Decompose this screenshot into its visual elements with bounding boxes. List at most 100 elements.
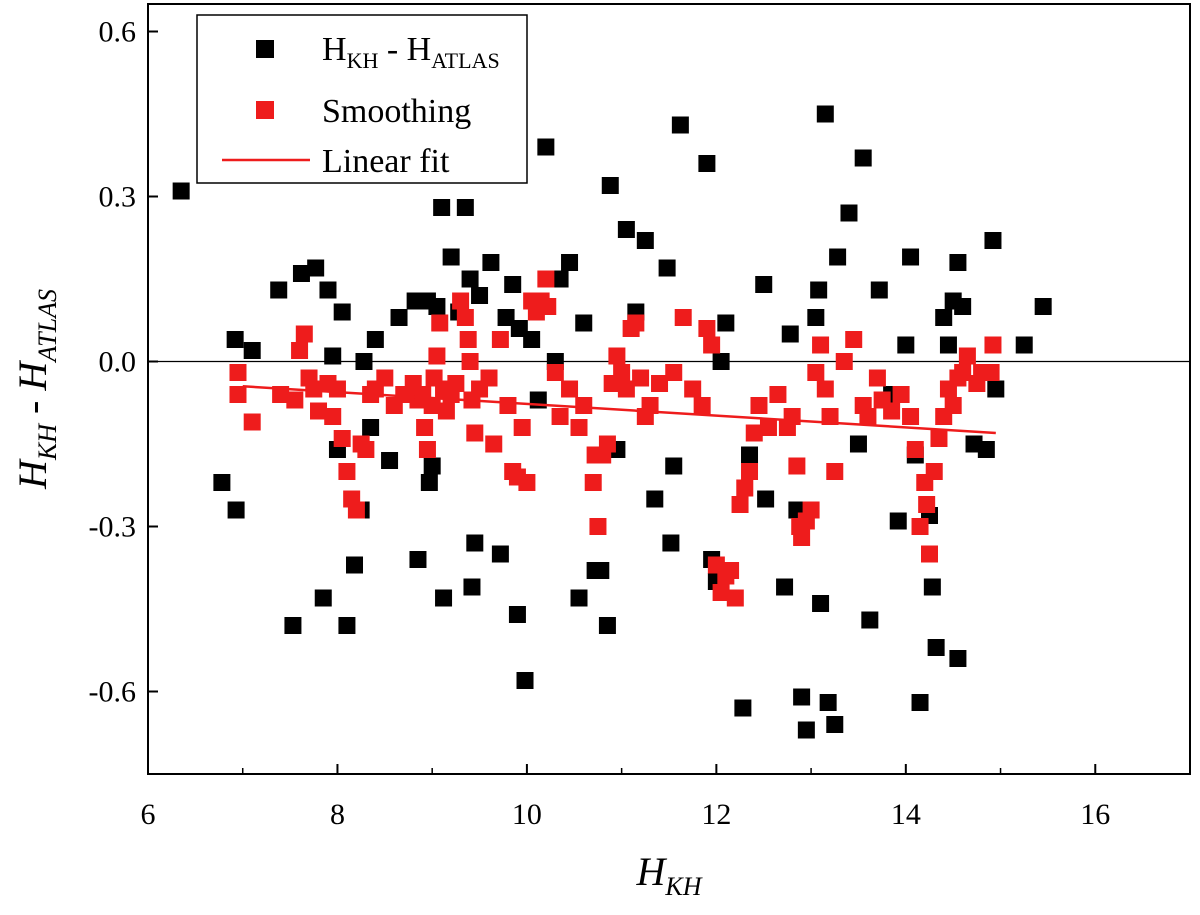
black-data-point [362, 419, 380, 436]
smoothing-data-point [807, 364, 825, 381]
x-axis-label: HKH [635, 849, 702, 901]
smoothing-data-point [911, 518, 929, 535]
black-data-point [482, 254, 500, 271]
smoothing-data-point [835, 353, 853, 370]
smoothing-data-point [731, 496, 749, 513]
black-data-point [671, 116, 689, 134]
smoothing-data-point [868, 369, 886, 387]
smoothing-data-point [802, 501, 820, 519]
black-data-point [755, 276, 773, 293]
black-data-point [592, 562, 610, 579]
black-data-point [826, 716, 844, 733]
black-data-point [307, 259, 325, 277]
smoothing-data-point [736, 479, 754, 497]
smoothing-data-point [954, 364, 972, 381]
smoothing-data-point [859, 408, 877, 425]
smoothing-data-point [958, 347, 976, 365]
smoothing-data-point [925, 463, 943, 480]
black-data-point [776, 578, 794, 596]
smoothing-data-point [821, 408, 839, 425]
smoothing-data-point [930, 430, 948, 447]
smoothing-data-point [722, 562, 740, 579]
black-data-point [497, 309, 515, 326]
smoothing-data-point [416, 419, 434, 436]
black-data-point [319, 281, 337, 299]
legend-label-linear-fit: Linear fit [322, 143, 450, 180]
black-data-point [646, 490, 664, 508]
x-tick-label: 8 [330, 798, 345, 831]
smoothing-data-point [437, 402, 455, 420]
smoothing-data-point [310, 402, 328, 420]
x-tick-label: 10 [512, 798, 542, 831]
linear-fit-line [242, 385, 996, 435]
black-data-point [355, 353, 373, 370]
smoothing-data-point [726, 589, 744, 607]
smoothing-data-point [613, 364, 631, 381]
smoothing-data-point [466, 424, 484, 442]
x-tick-label: 14 [891, 798, 921, 831]
smoothing-data-point [703, 336, 721, 354]
black-data-point [861, 611, 879, 629]
black-data-point [575, 314, 593, 332]
black-data-point [570, 589, 588, 607]
smoothing-data-point [589, 518, 607, 535]
black-data-point [508, 606, 526, 623]
black-data-point [757, 490, 775, 508]
black-data-point [338, 617, 356, 634]
smoothing-data-point [551, 408, 569, 425]
black-data-point [433, 199, 451, 216]
smoothing-data-point [984, 336, 1002, 354]
smoothing-data-point [428, 347, 446, 365]
legend: HKH - HATLAS Smoothing Linear fit [196, 14, 528, 184]
black-data-point [1034, 298, 1052, 315]
legend-marker-red-square [256, 101, 274, 119]
x-axis-ticks: 6 8 10 12 14 16 [141, 764, 1110, 831]
black-data-point [636, 232, 654, 249]
black-data-point [461, 270, 479, 288]
black-data-point [911, 694, 929, 711]
smoothing-data-point [812, 336, 830, 354]
black-data-point [1015, 336, 1033, 354]
black-data-point [561, 254, 579, 271]
legend-label-hkh-minus-hatlas: HKH - HATLAS [322, 31, 500, 73]
black-data-point [897, 336, 915, 354]
black-data-point [741, 446, 759, 464]
smoothing-data-point [651, 375, 669, 392]
black-data-point [516, 672, 534, 689]
black-data-point [381, 452, 399, 469]
smoothing-data-point [641, 397, 659, 414]
x-tick-label: 16 [1080, 798, 1110, 831]
smoothing-data-point [539, 298, 557, 315]
smoothing-data-point [452, 292, 470, 310]
smoothing-data-point [693, 397, 711, 414]
smoothing-data-point [745, 424, 763, 442]
black-data-point [939, 336, 957, 354]
black-data-point [456, 199, 474, 216]
x-tick-label: 6 [141, 798, 156, 831]
smoothing-data-point [338, 463, 356, 480]
smoothing-data-point [632, 369, 650, 387]
smoothing-data-point [431, 314, 449, 332]
black-data-point [889, 512, 907, 530]
black-data-point [662, 534, 680, 552]
legend-box [196, 14, 528, 184]
smoothing-data-point [816, 380, 834, 398]
black-data-point [816, 105, 834, 123]
black-data-point [665, 457, 683, 475]
smoothing-data-point [485, 435, 503, 453]
black-data-point [819, 694, 837, 711]
smoothing-data-point [918, 496, 936, 513]
smoothing-data-point [712, 584, 730, 601]
smoothing-data-point [665, 364, 683, 381]
smoothing-data-point [333, 430, 351, 447]
smoothing-data-point [698, 320, 716, 337]
black-data-point [849, 435, 867, 453]
black-data-point [829, 248, 847, 266]
black-data-point [346, 556, 364, 574]
smoothing-data-point [674, 309, 692, 326]
smoothing-data-point [783, 408, 801, 425]
smoothing-data-point [921, 545, 938, 563]
black-data-point [781, 325, 799, 343]
y-tick-label: -0.6 [89, 676, 137, 709]
